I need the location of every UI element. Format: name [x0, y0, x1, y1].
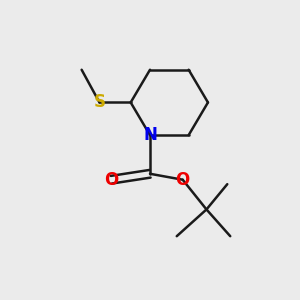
- Text: O: O: [104, 171, 118, 189]
- Text: S: S: [94, 93, 106, 111]
- Text: N: N: [143, 126, 157, 144]
- Text: O: O: [176, 171, 190, 189]
